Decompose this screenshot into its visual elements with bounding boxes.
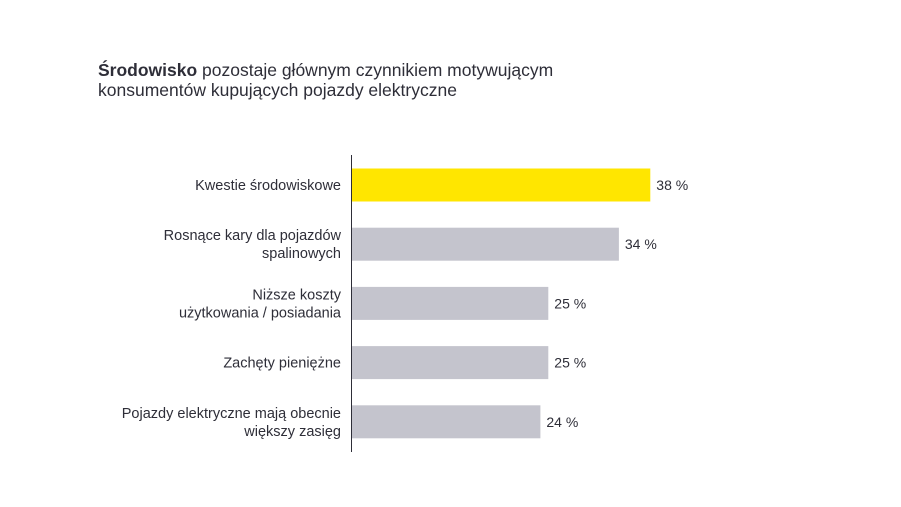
value-label-3: 25 % <box>554 355 586 371</box>
category-label-2-line-0: Niższe koszty <box>252 287 341 303</box>
value-label-1: 34 % <box>625 236 657 252</box>
category-label-4-line-0: Pojazdy elektryczne mają obecnie <box>122 406 341 422</box>
bar-2 <box>352 286 549 320</box>
category-label-4-line-1: większy zasięg <box>243 424 341 440</box>
bar-4 <box>352 405 541 439</box>
category-label-0-line-0: Kwestie środowiskowe <box>195 178 341 194</box>
chart-title-rest: pozostaje głównym czynnikiem motywującym <box>197 60 554 80</box>
category-label-1-line-0: Rosnące kary dla pojazdów <box>164 228 342 244</box>
value-label-0: 38 % <box>656 177 688 193</box>
category-label-1-line-1: spalinowych <box>262 246 341 262</box>
value-label-4: 24 % <box>546 414 578 430</box>
chart-title-line2: konsumentów kupujących pojazdy elektrycz… <box>98 80 457 100</box>
chart-title: Środowisko pozostaje głównym czynnikiem … <box>98 60 798 100</box>
chart-title-bold: Środowisko <box>98 60 198 80</box>
category-label-2-line-1: użytkowania / posiadania <box>179 305 342 321</box>
bars-layer: 38 % Kwestie środowiskowe 34 % Rosnące kary… <box>122 168 688 440</box>
bar-0 <box>352 168 651 202</box>
category-label-3-line-0: Zachęty pieniężne <box>223 356 341 372</box>
value-label-2: 25 % <box>554 295 586 311</box>
bar-1 <box>352 227 619 261</box>
bar-3 <box>352 346 549 380</box>
